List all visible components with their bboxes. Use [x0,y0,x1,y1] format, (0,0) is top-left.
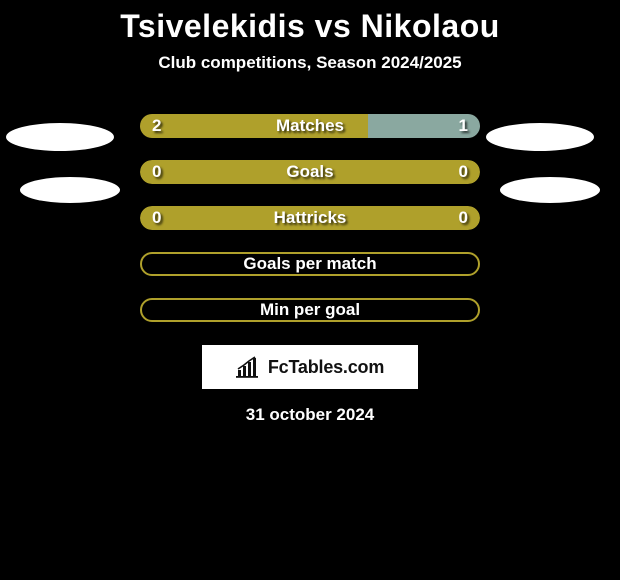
decorative-ellipse [6,123,114,151]
decorative-ellipse [500,177,600,203]
bar-full-fill [140,160,480,184]
bar-full-fill [140,206,480,230]
comparison-infographic: Tsivelekidis vs Nikolaou Club competitio… [0,0,620,425]
stat-bar: Matches21 [140,114,480,138]
stat-row: Goals per match [0,241,620,287]
bar-right-fill [368,114,480,138]
stat-bar: Min per goal [140,298,480,322]
decorative-ellipse [486,123,594,151]
stat-row: Min per goal [0,287,620,333]
stat-row: Hattricks00 [0,195,620,241]
brand-badge: FcTables.com [202,345,418,389]
stat-bar: Goals00 [140,160,480,184]
decorative-ellipse [20,177,120,203]
stat-label: Min per goal [142,300,478,320]
stat-bar: Goals per match [140,252,480,276]
page-title: Tsivelekidis vs Nikolaou [0,8,620,45]
chart-icon [236,356,264,378]
date-text: 31 october 2024 [0,405,620,425]
bar-left-fill [140,114,368,138]
stat-bar: Hattricks00 [140,206,480,230]
stat-label: Goals per match [142,254,478,274]
brand-text: FcTables.com [268,357,384,378]
subtitle: Club competitions, Season 2024/2025 [0,53,620,73]
